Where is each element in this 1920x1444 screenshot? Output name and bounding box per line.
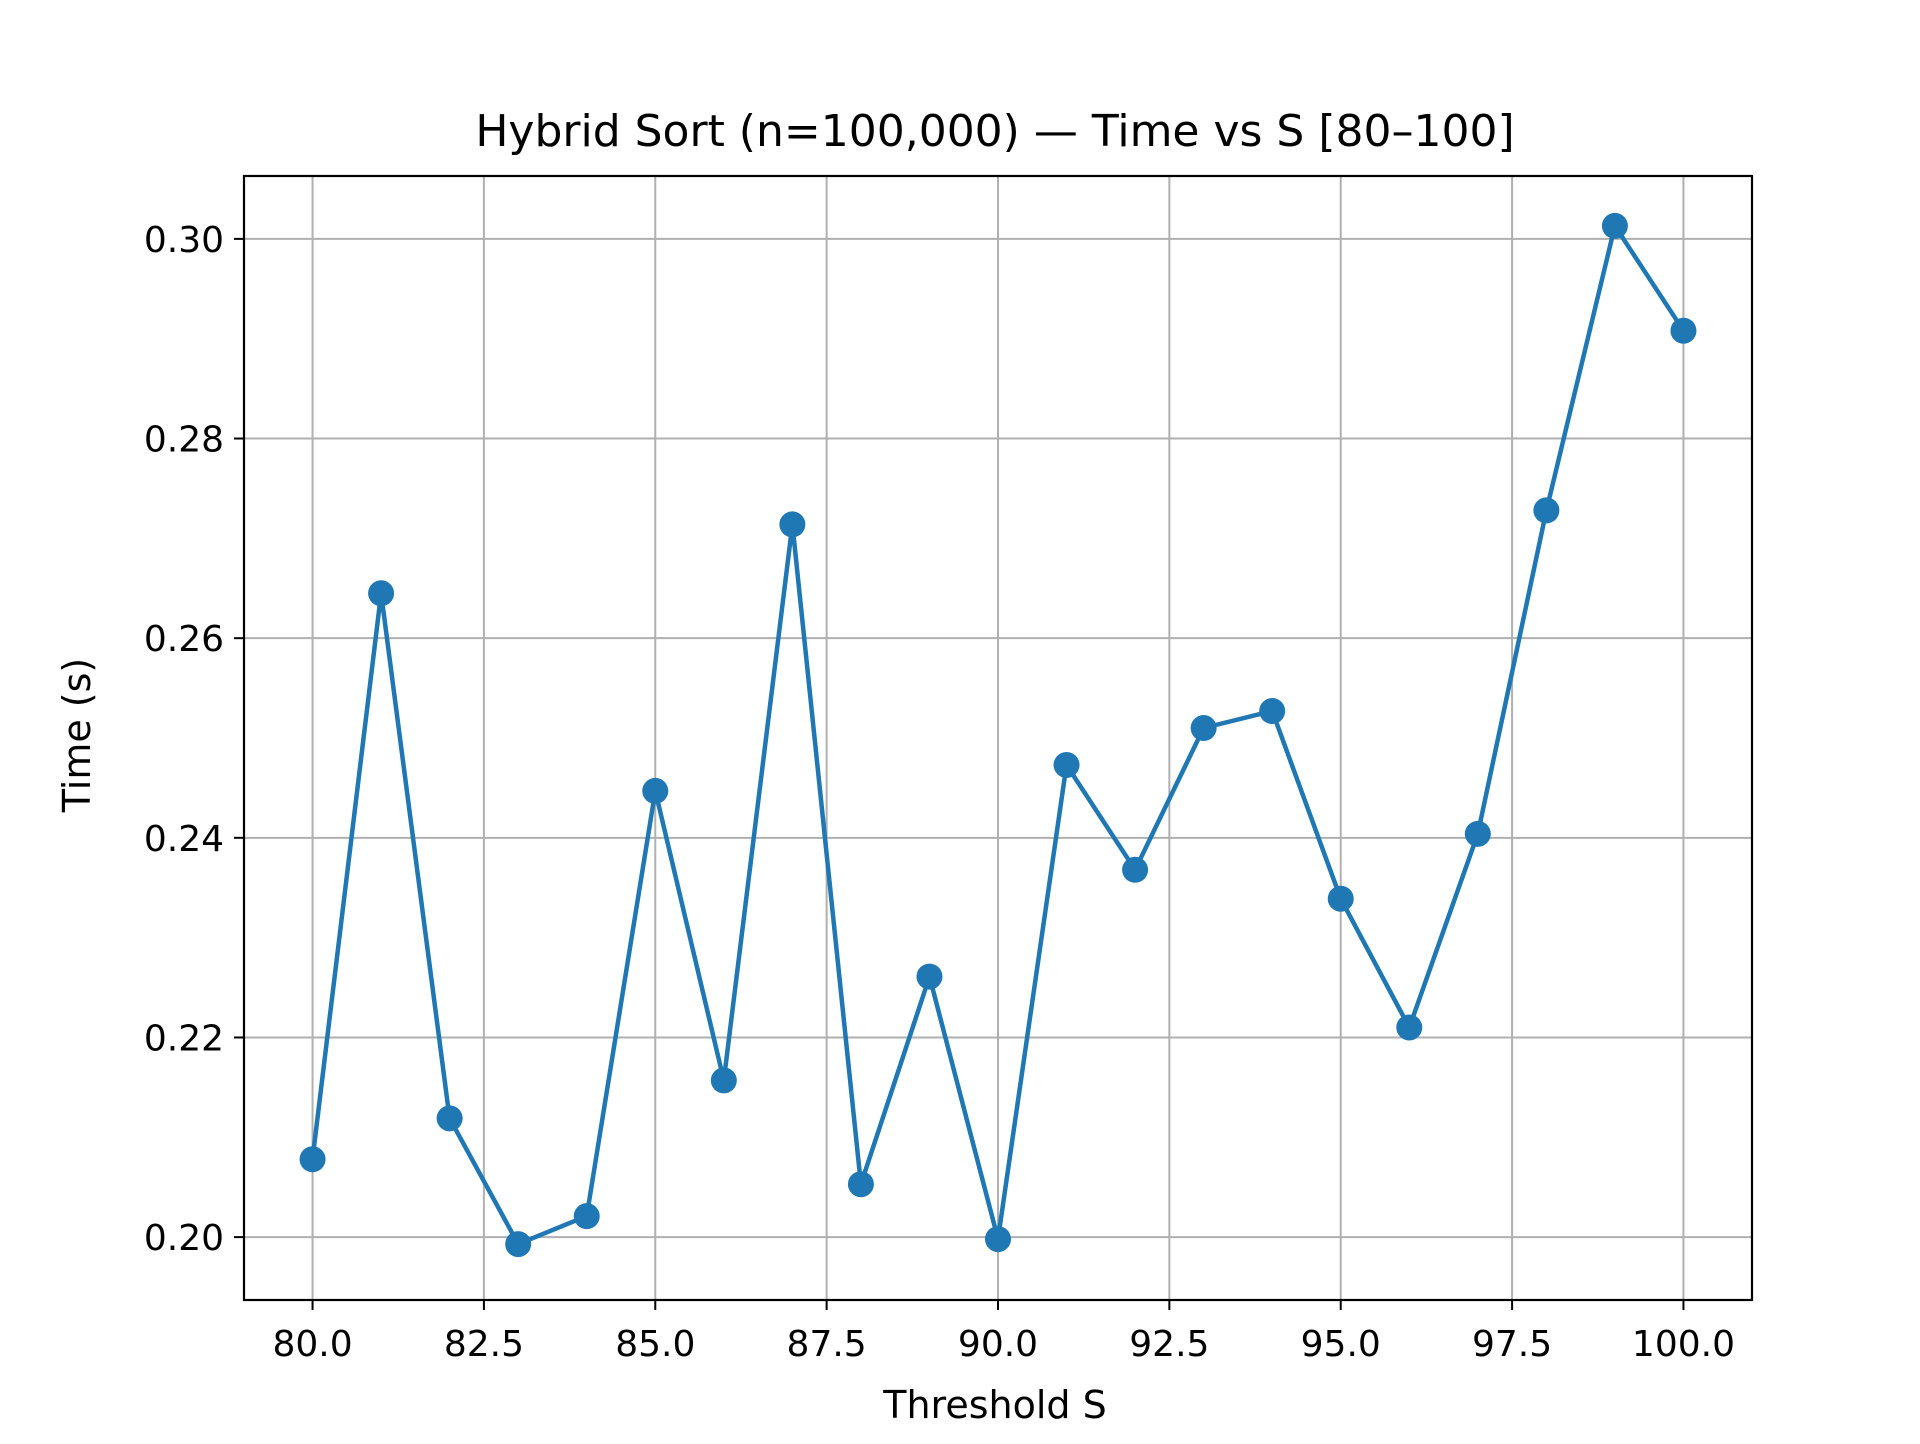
y-axis-label: Time (s) <box>55 658 99 814</box>
x-tick-label: 80.0 <box>272 1324 352 1365</box>
data-point <box>1464 820 1491 847</box>
data-point <box>1533 497 1560 524</box>
x-tick-label: 85.0 <box>615 1324 695 1365</box>
data-point <box>505 1231 532 1258</box>
y-tick-label: 0.24 <box>144 819 224 860</box>
x-tick-label: 82.5 <box>444 1324 524 1365</box>
x-axis-label: Threshold S <box>882 1383 1106 1427</box>
x-tick-label: 100.0 <box>1632 1324 1735 1365</box>
x-tick-label: 92.5 <box>1129 1324 1209 1365</box>
grid-layer <box>244 176 1752 1300</box>
data-point <box>1190 715 1217 742</box>
y-tick-label: 0.20 <box>144 1218 224 1259</box>
y-tick-label: 0.28 <box>144 420 224 461</box>
data-point <box>1327 885 1354 912</box>
chart-title: Hybrid Sort (n=100,000) — Time vs S [80–… <box>475 106 1514 157</box>
x-tick-label: 97.5 <box>1472 1324 1552 1365</box>
data-point <box>1053 751 1080 778</box>
x-tick-label: 87.5 <box>787 1324 867 1365</box>
y-tick-label: 0.30 <box>144 220 224 261</box>
y-tick-label: 0.22 <box>144 1018 224 1059</box>
data-point <box>1122 856 1149 883</box>
x-tick-label: 95.0 <box>1301 1324 1381 1365</box>
data-point <box>710 1067 737 1094</box>
data-point <box>299 1146 326 1173</box>
data-point <box>436 1105 463 1132</box>
data-point <box>573 1203 600 1230</box>
data-point <box>1670 317 1697 344</box>
series-layer <box>299 212 1697 1258</box>
data-point <box>985 1226 1011 1253</box>
y-tick-label: 0.26 <box>144 619 224 660</box>
data-point <box>1601 212 1628 239</box>
data-point <box>847 1171 874 1198</box>
data-point <box>779 511 806 538</box>
data-point <box>916 963 943 990</box>
data-point <box>1396 1014 1423 1041</box>
x-tick-label: 90.0 <box>958 1324 1038 1365</box>
data-point <box>642 777 669 804</box>
data-point <box>1259 698 1286 725</box>
data-point <box>368 580 395 607</box>
tick-layer: 80.0 82.5 85.0 87.5 90.0 92.5 95.0 97.5 100.0 0.2… <box>144 220 1735 1365</box>
